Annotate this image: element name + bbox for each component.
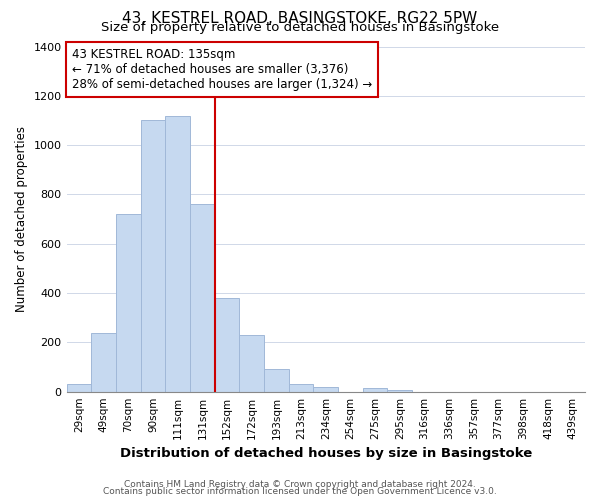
Bar	[67, 384, 91, 392]
Bar	[116, 214, 140, 392]
Text: Contains HM Land Registry data © Crown copyright and database right 2024.: Contains HM Land Registry data © Crown c…	[124, 480, 476, 489]
Bar	[264, 370, 289, 392]
Bar	[215, 298, 239, 392]
Bar	[91, 332, 116, 392]
Bar	[313, 386, 338, 392]
Bar	[239, 335, 264, 392]
Y-axis label: Number of detached properties: Number of detached properties	[15, 126, 28, 312]
Bar	[363, 388, 388, 392]
X-axis label: Distribution of detached houses by size in Basingstoke: Distribution of detached houses by size …	[119, 447, 532, 460]
Text: Contains public sector information licensed under the Open Government Licence v3: Contains public sector information licen…	[103, 487, 497, 496]
Bar	[140, 120, 165, 392]
Text: 43 KESTREL ROAD: 135sqm
← 71% of detached houses are smaller (3,376)
28% of semi: 43 KESTREL ROAD: 135sqm ← 71% of detache…	[72, 48, 372, 91]
Text: 43, KESTREL ROAD, BASINGSTOKE, RG22 5PW: 43, KESTREL ROAD, BASINGSTOKE, RG22 5PW	[122, 11, 478, 26]
Bar	[289, 384, 313, 392]
Text: Size of property relative to detached houses in Basingstoke: Size of property relative to detached ho…	[101, 21, 499, 34]
Bar	[190, 204, 215, 392]
Bar	[388, 390, 412, 392]
Bar	[165, 116, 190, 392]
